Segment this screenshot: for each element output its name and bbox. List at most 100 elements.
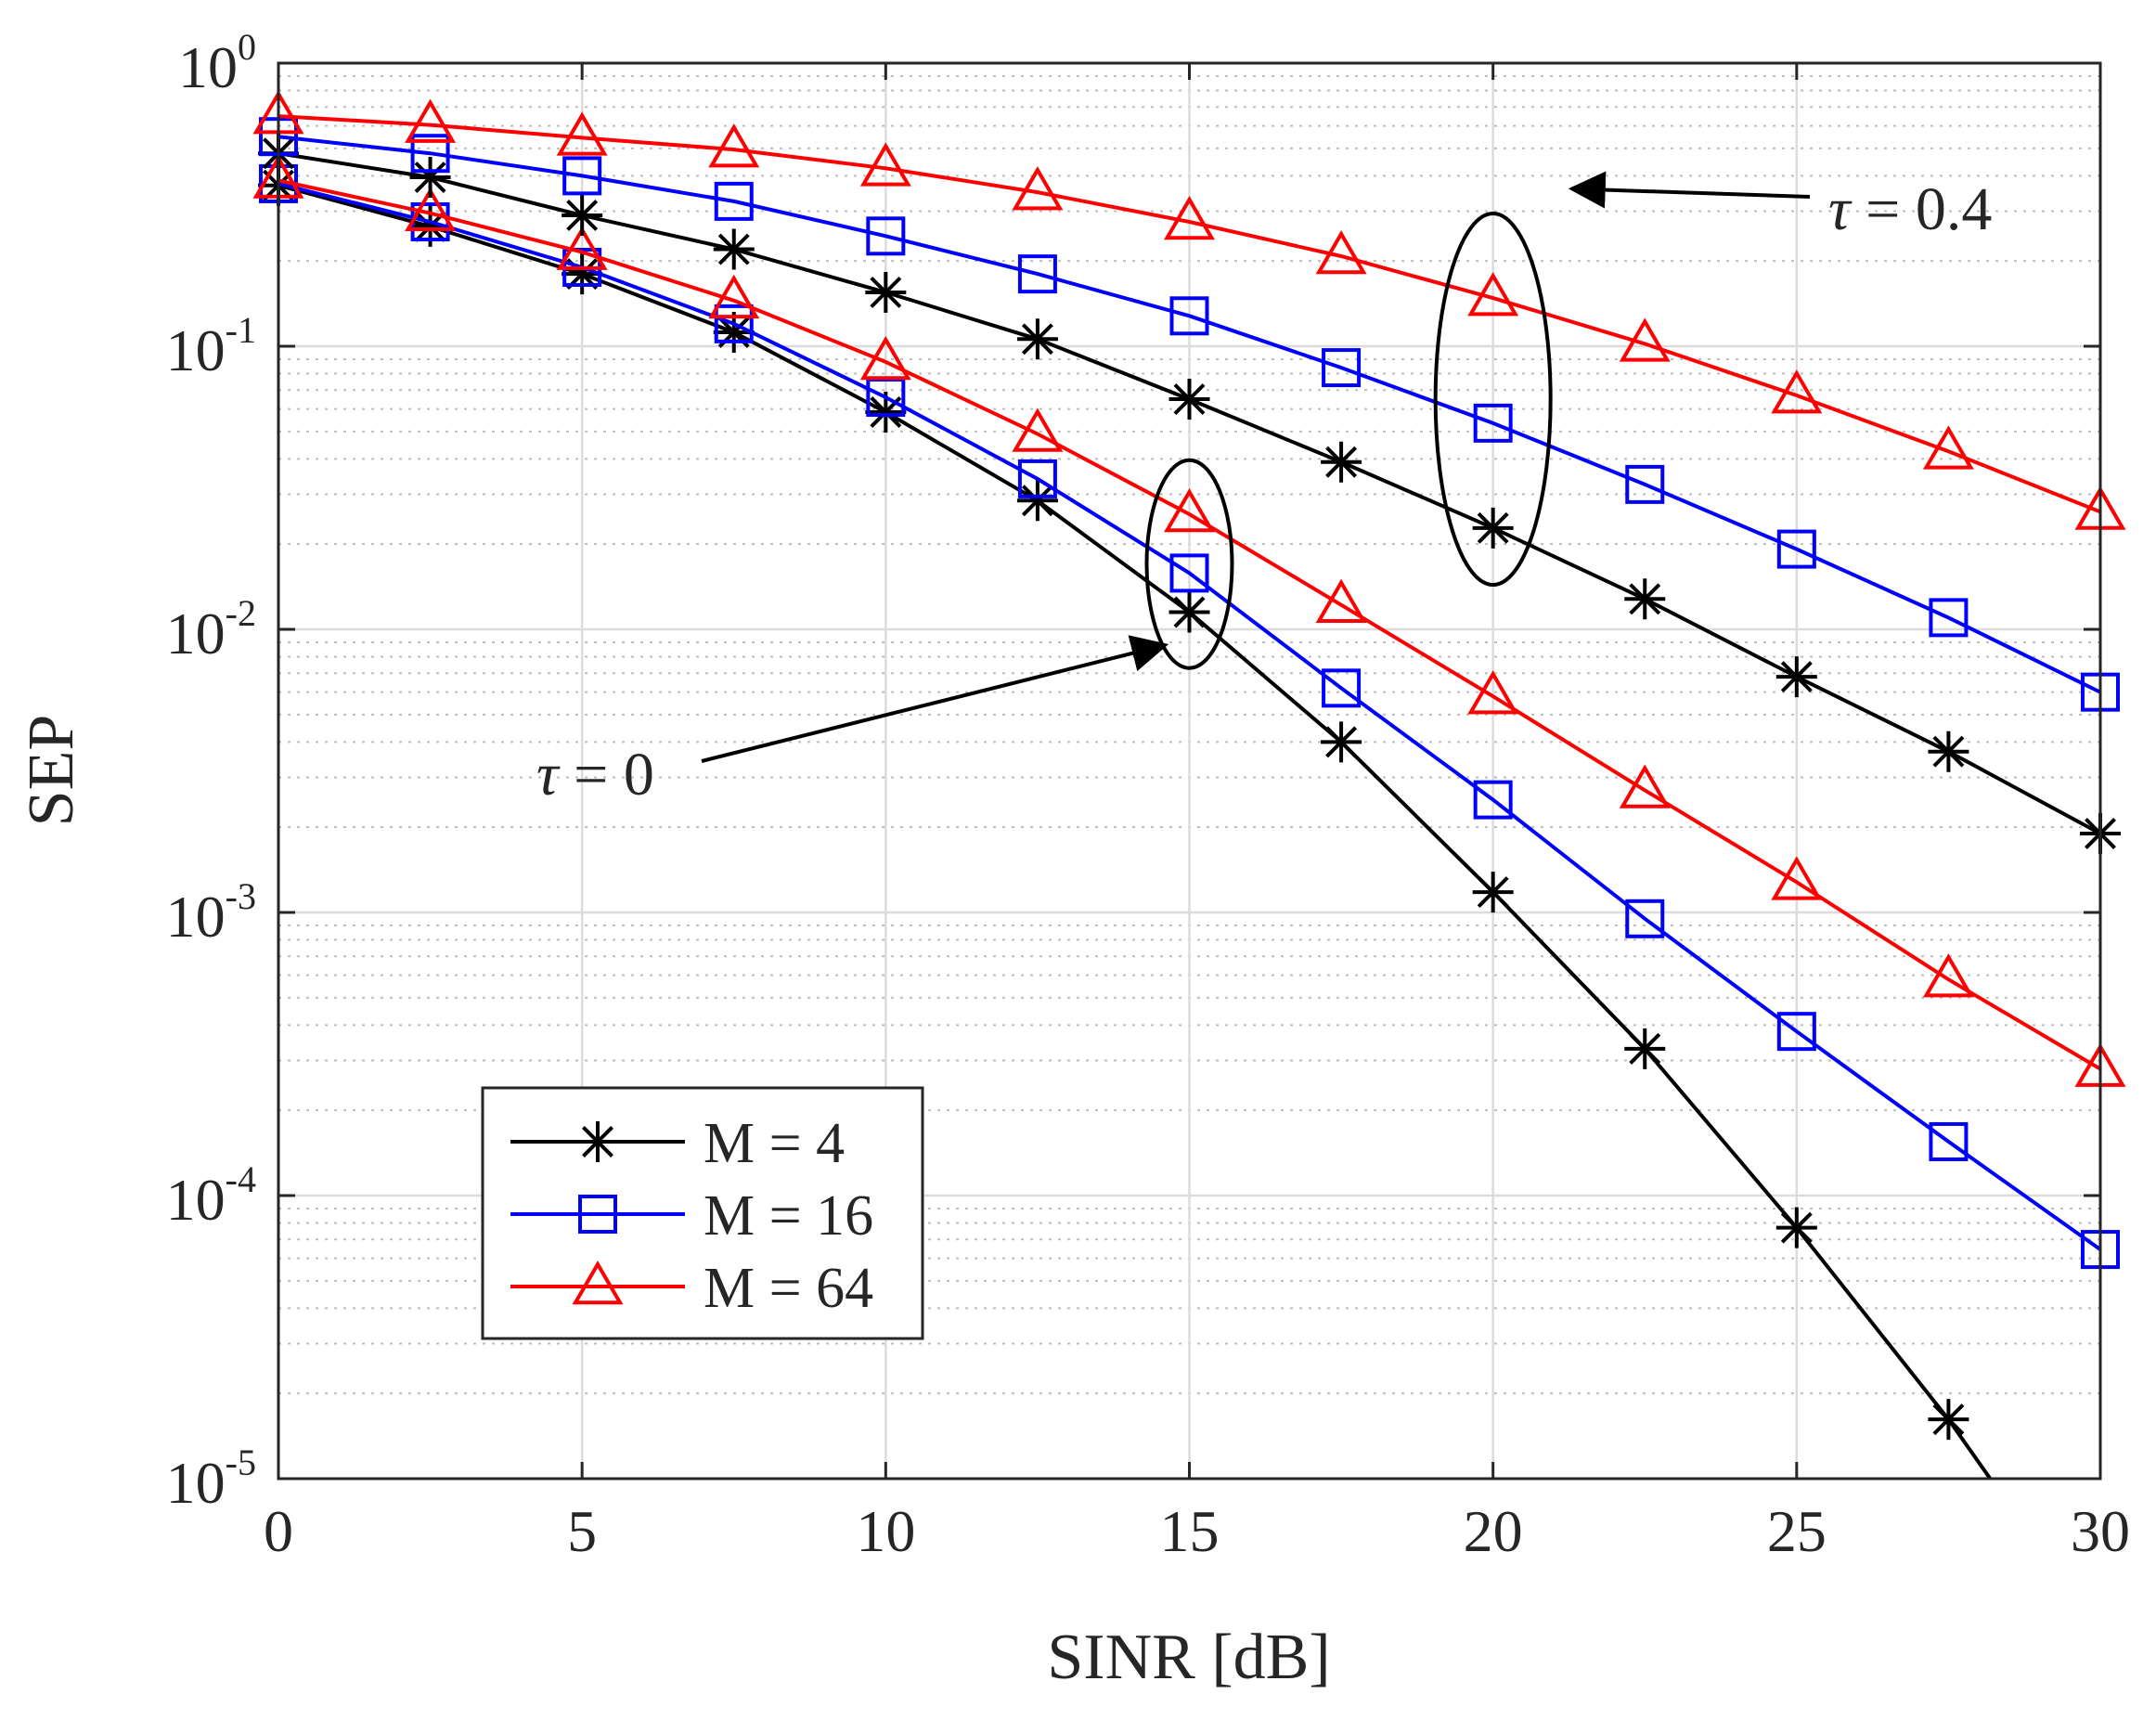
data-point [562,156,602,196]
asterisk-stroke [870,276,902,308]
data-point [562,194,603,236]
asterisk-stroke [1932,1403,1965,1436]
data-point [1929,1121,1969,1161]
data-point [859,142,911,187]
asterisk-stroke [414,162,446,194]
asterisk-stroke [1629,1032,1661,1065]
arrow-tau-0.4 [1568,171,1811,209]
data-point [1315,230,1367,275]
data-point [405,187,457,231]
data-point [409,157,451,199]
legend-label: M = 64 [704,1257,873,1320]
y-tick-label: 10-3 [166,875,256,950]
data-point [1169,296,1209,336]
asterisk-stroke [1780,1211,1813,1244]
data-point [1928,731,1969,772]
data-point [1322,668,1362,708]
data-point [714,304,754,343]
asterisk-stroke [1325,726,1358,758]
data-point [1776,529,1816,569]
data-point [1472,507,1514,549]
data-point [556,111,608,156]
data-point [1624,578,1666,620]
asterisk-stroke [1021,485,1053,517]
asterisk-stroke [582,1126,613,1157]
asterisk-stroke [1173,383,1206,416]
y-axis: 100 10-1 10-2 10-3 10-4 10-5 [166,26,2100,1516]
data-point [1321,721,1362,763]
arrow-tau-0 [701,635,1169,763]
data-point [1016,318,1058,360]
x-tick-label: 20 [1464,1498,1523,1564]
data-point [1775,656,1817,698]
data-point [1473,780,1513,820]
x-tick-label: 5 [567,1498,597,1564]
data-point [1619,764,1671,808]
asterisk-stroke [1173,596,1206,628]
data-point [1922,425,1974,470]
data-point [866,216,906,256]
data-point [1321,441,1362,483]
y-tick-label: 100 [178,26,256,100]
data-point [1472,872,1514,913]
data-point [1625,464,1665,504]
data-point [1619,317,1671,362]
x-axis: 0 5 10 15 20 25 30 [264,63,2130,1564]
data-point [410,134,450,174]
x-tick-label: 15 [1160,1498,1220,1564]
data-point [1467,670,1519,715]
asterisk-stroke [1325,446,1358,478]
data-point [1168,379,1210,420]
data-point [1012,407,1064,452]
data-point [1929,598,1969,638]
data-point [1017,459,1057,498]
data-point [556,226,608,270]
series-line [278,178,2100,1071]
data-point [1017,254,1057,294]
data-point [1322,348,1362,388]
data-point [714,181,754,221]
label-tau-0: τ = 0 [536,741,654,808]
series-tau=0.4-M=16 [259,117,2120,712]
asterisk-stroke [1021,323,1053,356]
series-tau=0-M=4 [258,164,1993,1479]
data-point [405,98,457,143]
data-point [1473,403,1513,443]
data-point [1164,488,1215,533]
x-tick-label: 0 [264,1498,293,1564]
legend-marker [572,1261,624,1305]
series-tau=0.4-M=4 [258,133,2121,854]
y-tick-label: 10-4 [166,1158,256,1233]
asterisk-stroke [1477,876,1509,909]
data-point [1164,196,1215,240]
asterisk-stroke [1932,735,1965,768]
y-axis-label: SEP [16,715,87,827]
legend-label: M = 4 [704,1112,845,1175]
annotation-layer: τ = 0.4 τ = 0 [536,171,1992,808]
data-point [708,274,760,319]
label-tau-0.4: τ = 0.4 [1828,175,1992,243]
data-point [1012,166,1064,211]
data-point [1776,1012,1816,1052]
legend-entry: M = 4 [510,1112,845,1175]
data-point [1775,1207,1817,1248]
asterisk-stroke [1780,661,1813,693]
asterisk-stroke [1629,583,1661,615]
ellipse-tau-0.4 [1433,212,1553,588]
series-layer [252,90,2126,1479]
series-line [278,135,2100,694]
x-tick-label: 30 [2071,1498,2130,1564]
x-tick-label: 25 [1767,1498,1827,1564]
y-tick-label: 10-2 [166,592,256,666]
legend-marker [577,1121,618,1162]
data-point [1315,578,1367,623]
x-axis-label: SINR [dB] [1047,1622,1330,1693]
y-tick-label: 10-5 [166,1442,256,1516]
legend-entry: M = 16 [510,1184,873,1248]
series-line [278,114,2100,514]
asterisk-stroke [1477,511,1509,544]
data-point [708,123,760,168]
legend-marker [578,1195,617,1234]
ellipse-tau-0 [1144,458,1234,670]
data-point [865,271,907,313]
